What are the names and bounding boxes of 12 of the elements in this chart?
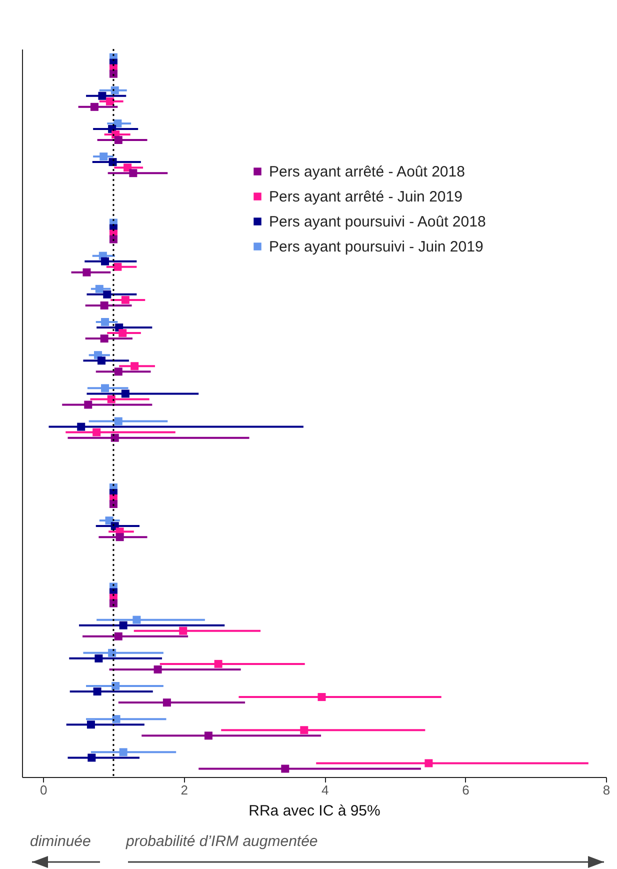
x-tick-label: 8	[602, 782, 610, 798]
x-tick-label: 4	[321, 782, 329, 798]
legend-label: Pers ayant arrêté - Juin 2019	[269, 188, 462, 206]
legend-label: Pers ayant poursuivi - Juin 2019	[269, 238, 484, 256]
text: diminuée	[30, 833, 91, 850]
legend-label: Pers ayant poursuivi - Août 2018	[269, 214, 486, 230]
x-tick-label: 0	[40, 782, 48, 798]
x-tick-label: 6	[462, 782, 470, 798]
text: probabilité d’IRM augmentée	[126, 833, 318, 850]
x-tick-label: 2	[180, 782, 188, 798]
x-axis-title: RRa avec IC à 95%	[248, 802, 380, 820]
legend-label: Pers ayant arrêté - Août 2018	[269, 164, 465, 180]
